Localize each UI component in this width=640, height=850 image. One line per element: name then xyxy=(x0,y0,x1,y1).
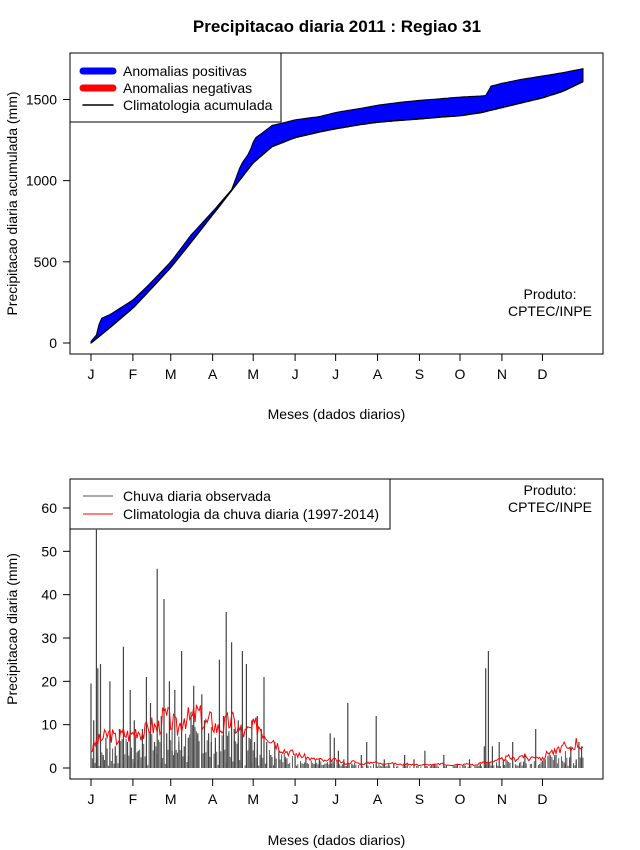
daily-precipitation-panel: J F M A M J J A S O N D 0 10 20 30 40 50 60 Meses (dados di… xyxy=(4,478,604,848)
x-tick-label: F xyxy=(129,791,138,807)
product-annotation-line: CPTEC/INPE xyxy=(508,303,592,319)
x-tick-label: D xyxy=(537,791,547,807)
x-tick-label: J xyxy=(332,791,339,807)
legend-box xyxy=(69,478,391,530)
legend-label: Chuva diaria observada xyxy=(123,488,271,504)
x-tick-label: M xyxy=(165,791,177,807)
x-tick-label: J xyxy=(88,366,95,382)
y-tick-label: 60 xyxy=(41,500,57,516)
x-tick-label: J xyxy=(88,791,95,807)
x-tick-label: J xyxy=(292,791,299,807)
product-annotation-line: Produto: xyxy=(524,286,577,302)
x-tick-label: N xyxy=(497,366,507,382)
legend-label: Anomalias positivas xyxy=(123,63,247,79)
y-axis-title: Precipitacao diaria (mm) xyxy=(4,553,20,705)
y-tick-label: 50 xyxy=(41,543,57,559)
accumulated-precipitation-panel: J F M A M J J A S O N D 0 500 1000 1500 Meses (dados dia… xyxy=(4,52,604,422)
legend-label: Climatologia da chuva diaria (1997-2014) xyxy=(123,506,379,522)
y-tick-label: 10 xyxy=(41,717,57,733)
x-tick-label: S xyxy=(415,791,424,807)
x-tick-label: M xyxy=(247,366,259,382)
x-tick-label: A xyxy=(208,366,218,382)
legend-bottom: Chuva diaria observada Climatologia da ch… xyxy=(69,478,391,530)
product-annotation-line: CPTEC/INPE xyxy=(508,499,592,515)
y-tick-label: 40 xyxy=(41,587,57,603)
x-tick-label: M xyxy=(165,366,177,382)
x-tick-label: A xyxy=(373,366,383,382)
x-tick-label: O xyxy=(455,366,466,382)
x-tick-label: A xyxy=(373,791,383,807)
x-tick-label: N xyxy=(497,791,507,807)
y-tick-label: 1500 xyxy=(26,91,57,107)
product-annotation-line: Produto: xyxy=(524,482,577,498)
x-axis-title: Meses (dados diarios) xyxy=(268,832,406,848)
y-tick-label: 20 xyxy=(41,673,57,689)
legend-label: Climatologia acumulada xyxy=(123,97,273,113)
climatology-accumulated-line xyxy=(90,80,584,344)
x-tick-label: S xyxy=(415,366,424,382)
y-tick-label: 1000 xyxy=(26,173,57,189)
x-tick-label: O xyxy=(455,791,466,807)
x-tick-label: M xyxy=(247,791,259,807)
x-tick-label: J xyxy=(332,366,339,382)
y-axis-title: Precipitacao diaria acumulada (mm) xyxy=(4,91,20,315)
x-tick-label: A xyxy=(208,791,218,807)
legend-label: Anomalias negativas xyxy=(123,80,252,96)
x-tick-label: J xyxy=(292,366,299,382)
y-tick-label: 0 xyxy=(49,335,57,351)
y-tick-label: 0 xyxy=(49,760,57,776)
x-tick-label: D xyxy=(537,366,547,382)
y-tick-label: 30 xyxy=(41,630,57,646)
y-tick-label: 500 xyxy=(34,254,58,270)
figure-title: Precipitacao diaria 2011 : Regiao 31 xyxy=(193,17,481,36)
x-axis-title: Meses (dados diarios) xyxy=(268,406,406,422)
climatology-daily-line xyxy=(90,704,584,767)
x-tick-label: F xyxy=(129,366,138,382)
